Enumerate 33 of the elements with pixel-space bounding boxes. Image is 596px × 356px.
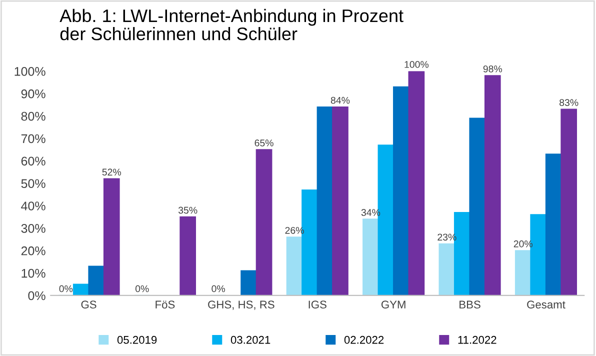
data-label: 65% (254, 140, 274, 146)
legend-label: 02.2022 (344, 336, 384, 344)
data-label: 0% (212, 285, 225, 292)
x-tick-label: FöS (156, 300, 175, 309)
data-label: 0% (59, 285, 73, 292)
data-label: 100% (404, 61, 429, 68)
data-label: 84% (330, 96, 350, 104)
data-label: 0% (135, 285, 149, 292)
y-tick-label: 20% (21, 246, 46, 256)
y-tick-label: 50% (21, 179, 46, 188)
legend-label: 05.2019 (117, 336, 157, 344)
data-label: 83% (560, 99, 578, 106)
y-tick-label: 100% (14, 67, 46, 76)
x-tick-label: BBS (460, 300, 480, 309)
data-label: 35% (178, 206, 198, 214)
y-tick-label: 40% (21, 202, 46, 210)
x-tick-label: GYM (381, 300, 406, 309)
x-tick-label: GHS, HS, RS (208, 300, 274, 310)
y-tick-label: 90% (21, 89, 46, 98)
legend-label: 11.2022 (458, 336, 496, 344)
x-tick-label: Gesamt (527, 300, 566, 309)
x-tick-label: IGS (308, 300, 326, 309)
y-tick-label: 70% (21, 134, 46, 144)
legend-label: 03.2021 (230, 336, 270, 344)
y-tick-label: 10% (22, 268, 46, 278)
y-tick-label: 0% (28, 291, 46, 300)
data-label: 52% (102, 168, 122, 176)
y-tick-label: 80% (21, 112, 46, 121)
chart-title: Abb. 1: LWL-Internet-Anbindung in Prozent der Schülerinnen und Schüler (60, 8, 404, 40)
data-label: 98% (483, 65, 502, 72)
y-tick-label: 60% (21, 156, 46, 166)
y-tick-label: 30% (21, 224, 46, 233)
x-tick-label: GS (81, 300, 96, 309)
